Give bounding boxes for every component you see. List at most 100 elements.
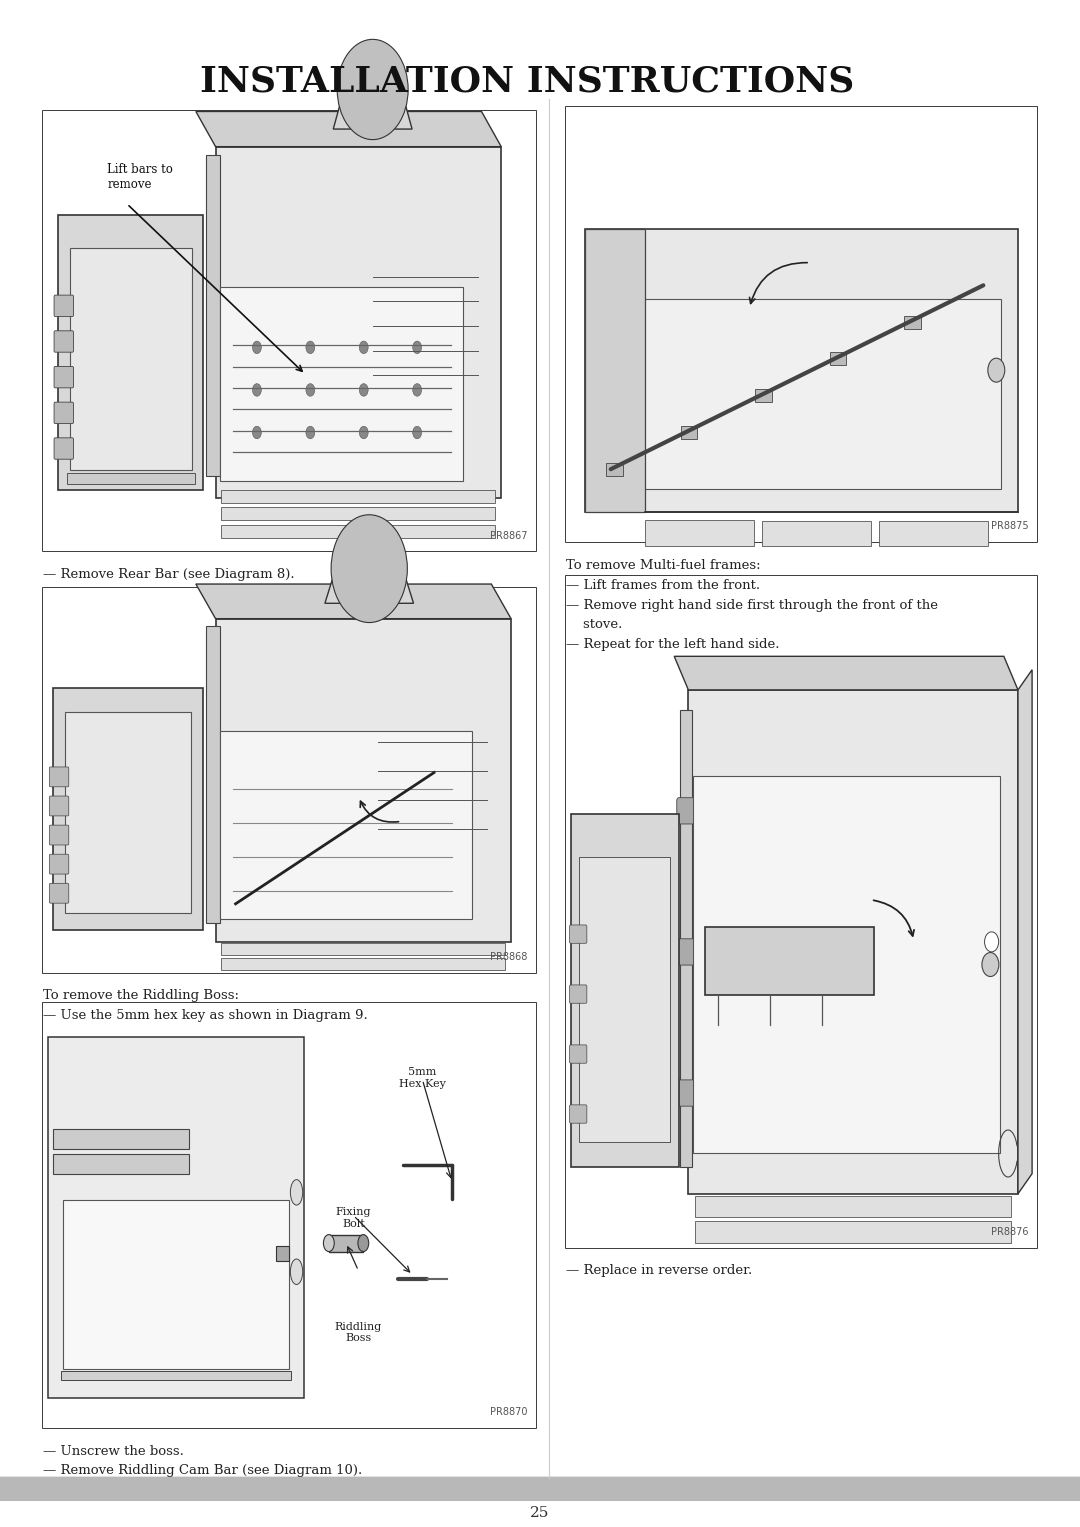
Text: Lift bars to
remove: Lift bars to remove — [107, 163, 173, 191]
Polygon shape — [221, 944, 505, 956]
Text: PR8875: PR8875 — [990, 521, 1028, 531]
Polygon shape — [584, 229, 646, 512]
Ellipse shape — [323, 1235, 334, 1252]
Circle shape — [306, 426, 314, 438]
Polygon shape — [705, 927, 874, 994]
Polygon shape — [221, 957, 505, 970]
FancyBboxPatch shape — [43, 588, 92, 628]
Polygon shape — [570, 814, 679, 1167]
FancyBboxPatch shape — [569, 925, 586, 944]
FancyBboxPatch shape — [54, 331, 73, 353]
Text: stove.: stove. — [566, 618, 622, 632]
FancyBboxPatch shape — [566, 107, 615, 147]
FancyBboxPatch shape — [43, 111, 536, 551]
FancyBboxPatch shape — [43, 1003, 92, 1043]
FancyBboxPatch shape — [43, 1003, 536, 1428]
Circle shape — [337, 40, 408, 139]
Polygon shape — [53, 1128, 189, 1148]
Text: — Unscrew the boss.: — Unscrew the boss. — [43, 1445, 184, 1458]
Polygon shape — [195, 583, 511, 618]
FancyBboxPatch shape — [50, 883, 69, 902]
Polygon shape — [674, 657, 1018, 690]
FancyBboxPatch shape — [677, 797, 696, 825]
Polygon shape — [602, 299, 1001, 489]
Polygon shape — [53, 689, 203, 930]
Polygon shape — [205, 156, 220, 476]
Text: 5mm
Hex Key: 5mm Hex Key — [399, 1067, 446, 1089]
Polygon shape — [64, 1200, 288, 1370]
Polygon shape — [276, 1246, 288, 1261]
Polygon shape — [1018, 670, 1032, 1194]
Circle shape — [360, 341, 368, 354]
Text: 9: 9 — [64, 1017, 71, 1029]
Text: Riddling
Boss: Riddling Boss — [335, 1321, 382, 1344]
Circle shape — [318, 366, 330, 385]
Text: 7: 7 — [63, 125, 72, 137]
Text: To remove the Riddling Boss:: To remove the Riddling Boss: — [43, 989, 239, 1003]
Ellipse shape — [357, 1235, 368, 1252]
Polygon shape — [606, 463, 622, 476]
FancyBboxPatch shape — [50, 825, 69, 844]
FancyBboxPatch shape — [569, 1044, 586, 1063]
Text: To remove Multi-fuel frames:: To remove Multi-fuel frames: — [566, 559, 760, 573]
FancyBboxPatch shape — [43, 111, 536, 551]
Ellipse shape — [291, 1258, 302, 1284]
Text: PR8876: PR8876 — [990, 1226, 1028, 1237]
Text: — Remove right hand side first through the front of the: — Remove right hand side first through t… — [566, 599, 937, 612]
FancyBboxPatch shape — [50, 796, 69, 815]
Polygon shape — [334, 90, 413, 130]
Polygon shape — [216, 618, 511, 942]
Circle shape — [988, 359, 1004, 382]
Circle shape — [332, 515, 407, 623]
Polygon shape — [205, 626, 220, 922]
FancyBboxPatch shape — [54, 402, 73, 423]
FancyBboxPatch shape — [569, 985, 586, 1003]
Text: 10: 10 — [581, 121, 599, 133]
Circle shape — [360, 383, 368, 395]
Polygon shape — [67, 473, 194, 484]
Text: — Remove Riddling Cam Bar (see Diagram 10).: — Remove Riddling Cam Bar (see Diagram 1… — [43, 1464, 363, 1478]
Polygon shape — [694, 1196, 1011, 1217]
Circle shape — [360, 426, 368, 438]
Polygon shape — [762, 521, 870, 547]
Polygon shape — [65, 712, 191, 913]
Polygon shape — [584, 229, 1018, 512]
FancyBboxPatch shape — [54, 438, 73, 460]
FancyBboxPatch shape — [569, 1106, 586, 1124]
Polygon shape — [325, 568, 414, 603]
Polygon shape — [60, 1371, 292, 1380]
Circle shape — [253, 341, 261, 354]
Text: — Repeat for the left hand side.: — Repeat for the left hand side. — [566, 638, 780, 652]
Polygon shape — [69, 249, 191, 470]
Polygon shape — [879, 521, 987, 547]
FancyBboxPatch shape — [54, 366, 73, 388]
Text: — Replace in reverse order.: — Replace in reverse order. — [566, 1264, 752, 1278]
Text: — Use the 5mm hex key as shown in Diagram 9.: — Use the 5mm hex key as shown in Diagra… — [43, 1009, 368, 1023]
Polygon shape — [755, 389, 771, 402]
Circle shape — [253, 383, 261, 395]
Polygon shape — [579, 857, 671, 1142]
Polygon shape — [829, 353, 846, 365]
Polygon shape — [216, 147, 501, 498]
FancyBboxPatch shape — [677, 1080, 696, 1106]
FancyBboxPatch shape — [677, 939, 696, 965]
FancyBboxPatch shape — [566, 576, 1037, 1248]
FancyBboxPatch shape — [43, 588, 536, 973]
Polygon shape — [694, 1222, 1011, 1243]
Text: INSTALLATION INSTRUCTIONS: INSTALLATION INSTRUCTIONS — [200, 64, 854, 98]
Circle shape — [413, 383, 421, 395]
Ellipse shape — [291, 1180, 302, 1205]
FancyBboxPatch shape — [43, 1003, 536, 1428]
Circle shape — [982, 953, 999, 976]
FancyBboxPatch shape — [50, 854, 69, 873]
Polygon shape — [195, 111, 501, 147]
FancyBboxPatch shape — [0, 1477, 1080, 1501]
Circle shape — [253, 426, 261, 438]
Text: PR8867: PR8867 — [489, 530, 527, 541]
Polygon shape — [688, 690, 1018, 1194]
FancyBboxPatch shape — [43, 588, 536, 973]
Polygon shape — [693, 776, 1000, 1153]
Text: 8: 8 — [64, 602, 71, 614]
Polygon shape — [49, 1037, 305, 1399]
Polygon shape — [220, 287, 463, 481]
